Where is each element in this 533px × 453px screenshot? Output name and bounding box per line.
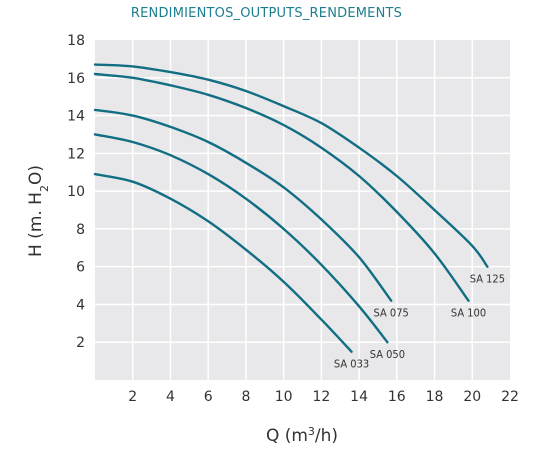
y-tick-label: 2 <box>76 335 85 351</box>
curve-sa-100 <box>93 72 470 302</box>
curve-label-sa-033: SA 033 <box>334 358 369 371</box>
y-tick-label: 8 <box>76 222 85 238</box>
x-tick-label: 18 <box>426 389 444 405</box>
y-tick-labels: 2 4 6 8 10 12 14 16 18 <box>67 33 85 351</box>
x-tick-label: 22 <box>501 389 519 405</box>
x-axis-label: Q (m3/h) <box>266 425 338 447</box>
curve-sa-125 <box>93 63 489 268</box>
x-tick-label: 6 <box>204 389 213 405</box>
curve-sa-050 <box>93 133 389 344</box>
x-tick-label: 16 <box>388 389 406 405</box>
x-tick-label: 4 <box>166 389 175 405</box>
plot-area <box>95 40 510 380</box>
curve-sa-033 <box>93 172 353 353</box>
curve-label-sa-125: SA 125 <box>470 273 505 286</box>
curve-label-sa-100: SA 100 <box>451 307 486 320</box>
y-tick-label: 10 <box>67 184 85 200</box>
curves <box>93 63 489 353</box>
x-tick-label: 12 <box>312 389 330 405</box>
x-tick-label: 8 <box>241 389 250 405</box>
curve-label-sa-050: SA 050 <box>370 348 405 361</box>
chart-title: RENDIMIENTOS_OUTPUTS_RENDEMENTS <box>130 6 403 21</box>
curve-label-sa-075: SA 075 <box>374 307 409 320</box>
y-tick-label: 14 <box>67 109 85 125</box>
x-tick-label: 14 <box>350 389 368 405</box>
y-tick-label: 6 <box>76 260 85 276</box>
y-axis-label: H (m. H2O) <box>26 165 51 257</box>
y-tick-label: 16 <box>67 71 85 87</box>
x-tick-label: 20 <box>463 389 481 405</box>
y-tick-label: 18 <box>67 33 85 49</box>
x-tick-labels: 2 4 6 8 10 12 14 16 18 20 22 <box>128 389 519 405</box>
y-tick-label: 12 <box>67 146 85 162</box>
x-tick-label: 10 <box>275 389 293 405</box>
curve-sa-075 <box>93 108 393 302</box>
x-tick-label: 2 <box>128 389 137 405</box>
y-tick-label: 4 <box>76 297 85 313</box>
